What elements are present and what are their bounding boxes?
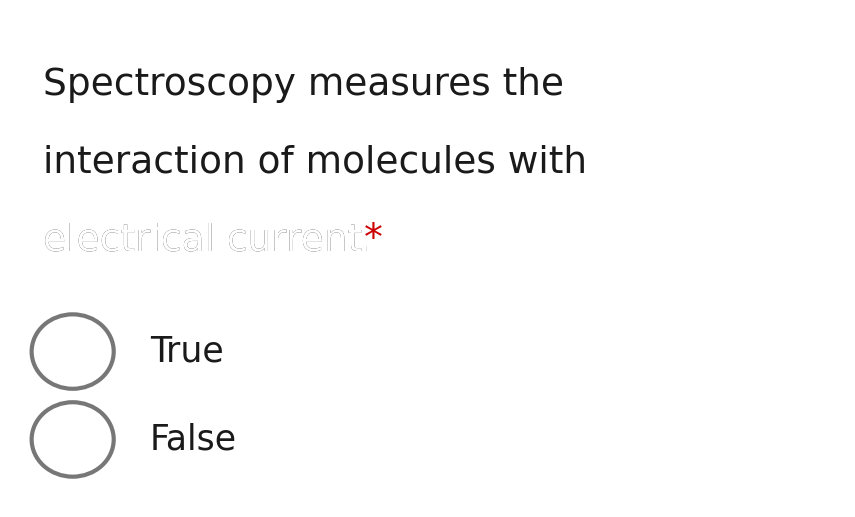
Text: interaction of molecules with: interaction of molecules with: [43, 145, 587, 181]
Text: *: *: [363, 222, 382, 258]
Text: electrical current. *: electrical current. *: [43, 222, 404, 258]
Text: True: True: [150, 334, 223, 369]
Text: Spectroscopy measures the: Spectroscopy measures the: [43, 67, 563, 103]
Text: electrical current.: electrical current.: [43, 222, 374, 258]
Text: False: False: [150, 422, 237, 457]
